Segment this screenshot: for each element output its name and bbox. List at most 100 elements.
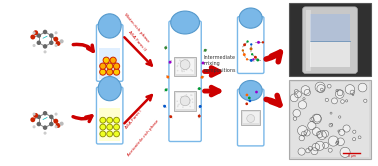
Circle shape [30,117,35,122]
Circle shape [293,109,301,117]
Circle shape [337,138,344,146]
Circle shape [246,58,248,60]
Circle shape [353,130,356,133]
Circle shape [114,124,119,130]
Circle shape [33,30,38,35]
Circle shape [297,126,307,135]
Circle shape [256,59,259,61]
Circle shape [246,40,249,43]
Circle shape [245,102,248,105]
Circle shape [338,130,340,132]
Circle shape [114,131,119,137]
FancyBboxPatch shape [169,21,201,141]
Circle shape [293,117,297,120]
Bar [99,48,120,79]
Circle shape [290,94,298,102]
Circle shape [43,50,46,53]
Circle shape [189,99,191,101]
Bar [174,91,196,111]
Circle shape [33,31,36,34]
Circle shape [189,100,190,102]
Circle shape [179,59,181,61]
Circle shape [298,148,305,155]
Circle shape [180,96,190,106]
Circle shape [56,123,60,128]
Bar [174,57,196,76]
Ellipse shape [239,8,262,28]
Circle shape [191,94,192,96]
Circle shape [178,63,179,64]
Circle shape [182,104,184,105]
Bar [289,3,371,76]
Circle shape [166,76,169,78]
Circle shape [340,147,350,157]
Circle shape [190,94,192,96]
Circle shape [343,125,350,132]
Circle shape [183,69,184,70]
Circle shape [54,113,57,116]
Circle shape [303,98,305,100]
Circle shape [177,70,178,71]
Text: Acetonitrile-rich phase: Acetonitrile-rich phase [127,119,160,157]
Circle shape [43,132,46,135]
Circle shape [358,136,361,139]
Circle shape [54,31,57,34]
Circle shape [113,63,120,69]
Circle shape [192,70,193,72]
Circle shape [249,47,253,50]
Circle shape [316,131,323,138]
Circle shape [53,119,58,124]
Circle shape [248,97,251,99]
Circle shape [306,148,310,153]
Circle shape [335,90,344,98]
Circle shape [180,60,190,70]
Text: Water-rich phase: Water-rich phase [123,12,150,43]
Circle shape [345,100,348,102]
Circle shape [243,53,246,56]
Circle shape [177,104,179,106]
Circle shape [182,106,184,108]
Circle shape [257,41,260,44]
FancyBboxPatch shape [303,7,358,73]
Circle shape [100,117,106,123]
Circle shape [329,123,333,127]
Circle shape [185,96,187,98]
Circle shape [327,84,331,88]
Text: Intermediate
mixing
compositions: Intermediate mixing compositions [204,55,236,73]
Bar [310,41,350,67]
FancyBboxPatch shape [96,87,123,144]
Circle shape [37,33,41,38]
Circle shape [339,116,341,118]
Circle shape [100,69,106,75]
Bar [243,112,259,123]
Circle shape [43,111,47,116]
Circle shape [242,49,244,52]
Circle shape [163,105,166,108]
Circle shape [350,90,355,94]
Circle shape [43,30,47,34]
Circle shape [164,46,167,49]
Text: ASA Form I: ASA Form I [124,109,143,129]
Bar [310,14,350,41]
Circle shape [107,69,113,75]
Circle shape [43,44,47,49]
Circle shape [107,63,113,69]
Circle shape [250,43,253,46]
Circle shape [33,125,36,128]
Circle shape [336,142,339,145]
Bar [241,110,260,125]
Circle shape [358,83,367,92]
Circle shape [43,125,47,130]
Ellipse shape [239,81,262,101]
Circle shape [181,71,183,72]
Circle shape [177,65,178,66]
Bar [99,108,120,141]
Bar [176,59,194,74]
Circle shape [180,60,181,62]
Circle shape [337,90,343,96]
Circle shape [49,41,54,45]
Circle shape [308,146,313,151]
Circle shape [100,131,106,137]
Circle shape [304,130,310,136]
Bar [176,93,194,109]
